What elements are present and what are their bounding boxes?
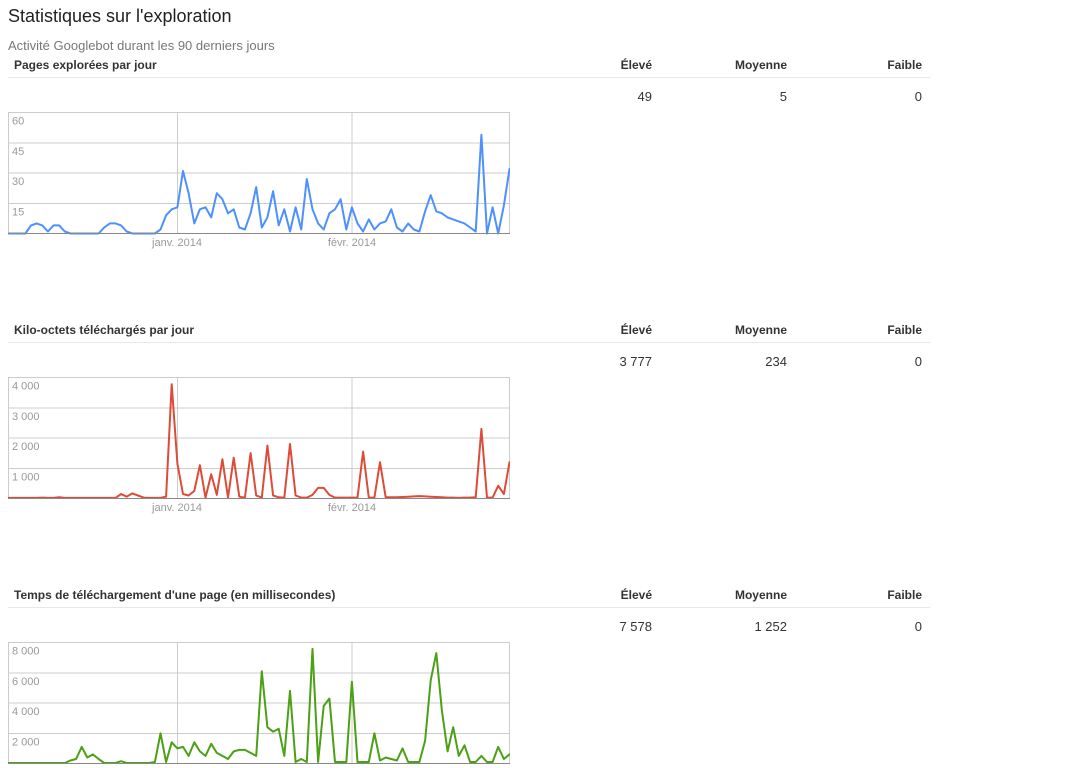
col-header-low: Faible — [887, 58, 922, 72]
section-header-row: Kilo-octets téléchargés par jour Élevé M… — [8, 321, 930, 343]
stat-low-value: 0 — [914, 619, 922, 634]
chart-kilobytes-downloaded: 1 000 2 000 3 000 4 000 janv. 2014 févr. 2014 — [8, 377, 510, 517]
y-tick-label: 1 000 — [12, 471, 40, 483]
section-kilobytes-downloaded: Kilo-octets téléchargés par jour Élevé M… — [8, 321, 1069, 517]
section-header-row: Temps de téléchargement d'une page (en m… — [8, 586, 930, 608]
col-header-low: Faible — [887, 588, 922, 602]
stat-average-value: 234 — [765, 354, 787, 369]
y-tick-label: 60 — [12, 116, 24, 128]
series-line — [8, 383, 510, 499]
col-header-high: Élevé — [620, 323, 652, 337]
section-title: Temps de téléchargement d'une page (en m… — [14, 588, 336, 602]
stat-high-value: 7 578 — [619, 619, 652, 634]
col-header-average: Moyenne — [734, 58, 787, 72]
stat-average-value: 5 — [779, 89, 787, 104]
col-header-high: Élevé — [620, 58, 652, 72]
page-title: Statistiques sur l'exploration — [8, 6, 232, 26]
stat-low-value: 0 — [914, 89, 922, 104]
col-header-high: Élevé — [620, 588, 652, 602]
y-tick-label: 30 — [12, 176, 24, 188]
y-tick-label: 3 000 — [12, 411, 40, 423]
chart-pages-crawled: 15 30 45 60 janv. 2014 févr. 2014 — [8, 112, 510, 252]
y-tick-label: 4 000 — [12, 381, 40, 393]
y-tick-label: 6 000 — [12, 676, 40, 688]
stat-average-value: 1 252 — [754, 619, 787, 634]
y-tick-label: 8 000 — [12, 646, 40, 658]
stats-values-row: 49 5 0 — [8, 78, 930, 112]
section-header-row: Pages explorées par jour Élevé Moyenne F… — [8, 56, 930, 78]
stat-low-value: 0 — [914, 354, 922, 369]
chart-svg: 15 30 45 60 — [8, 112, 510, 235]
x-axis-month-label: févr. 2014 — [327, 237, 377, 249]
y-tick-label: 4 000 — [12, 706, 40, 718]
col-header-low: Faible — [887, 323, 922, 337]
y-tick-label: 15 — [12, 206, 24, 218]
series-line — [8, 133, 510, 235]
stats-values-row: 7 578 1 252 0 — [8, 608, 930, 642]
chart-svg: 1 000 2 000 3 000 4 000 — [8, 377, 510, 499]
chart-svg: 2 000 4 000 6 000 8 000 — [8, 642, 510, 764]
page-subtitle: Activité Googlebot durant les 90 dernier… — [8, 38, 275, 53]
x-axis-month-label: févr. 2014 — [327, 502, 377, 514]
stat-high-value: 3 777 — [619, 354, 652, 369]
x-axis-month-label: janv. 2014 — [152, 237, 202, 249]
col-header-average: Moyenne — [734, 323, 787, 337]
x-axis-month-label: janv. 2014 — [152, 502, 202, 514]
section-title: Kilo-octets téléchargés par jour — [14, 323, 195, 337]
y-tick-label: 45 — [12, 146, 24, 158]
stats-values-row: 3 777 234 0 — [8, 343, 930, 377]
series-line — [8, 647, 510, 764]
section-title: Pages explorées par jour — [14, 58, 157, 72]
y-tick-label: 2 000 — [12, 736, 40, 748]
section-pages-crawled: Pages explorées par jour Élevé Moyenne F… — [8, 56, 1069, 252]
stat-high-value: 49 — [637, 89, 652, 104]
col-header-average: Moyenne — [734, 588, 787, 602]
y-tick-label: 2 000 — [12, 441, 40, 453]
section-download-time: Temps de téléchargement d'une page (en m… — [8, 586, 1069, 768]
